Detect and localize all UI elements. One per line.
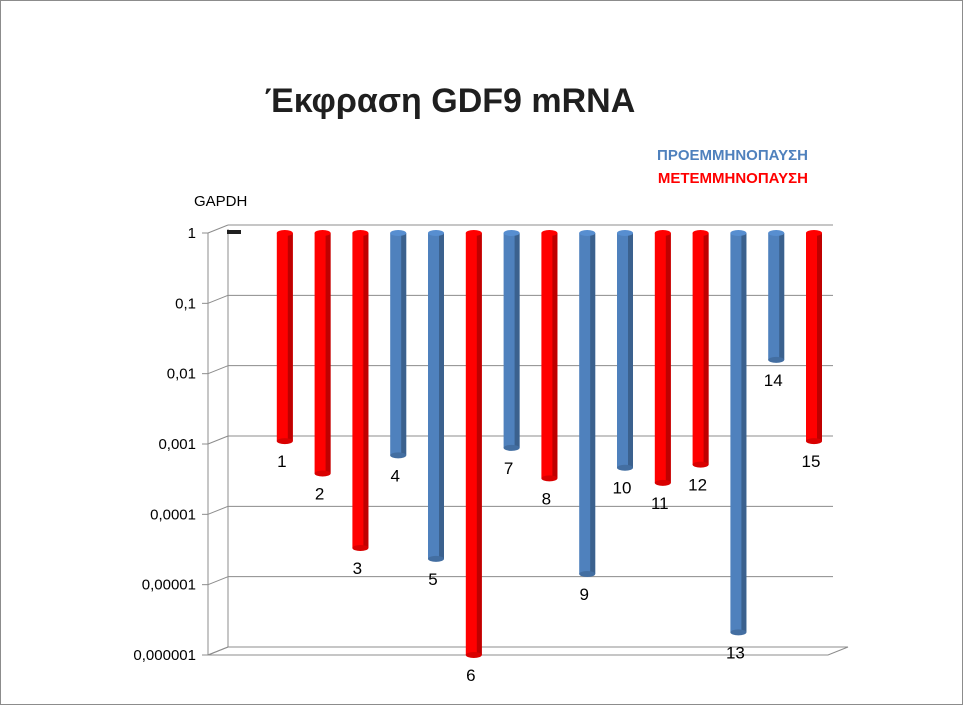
bar-end-15: [806, 438, 822, 445]
bar-side-6: [476, 233, 482, 655]
bar-label-1: 1: [277, 452, 286, 471]
gridline-side: [207, 365, 229, 375]
bar-layer: [227, 230, 822, 658]
bar-end-9: [579, 570, 596, 577]
legend-entry-postmenopause: ΜΕΤΕΜΜΗΝΟΠΑΥΣΗ: [658, 170, 808, 187]
bar-end-7: [503, 444, 520, 451]
y-tick-label: 0,00001: [142, 577, 196, 594]
bar-side-11: [665, 233, 671, 483]
gridline-side: [207, 576, 229, 586]
bar-label-10: 10: [613, 479, 632, 498]
bar-label-5: 5: [428, 570, 437, 589]
gridline-side: [207, 224, 229, 234]
bar-side-9: [590, 233, 596, 574]
bar-cap-14: [768, 230, 785, 236]
bar-side-2: [325, 233, 331, 474]
bar-label-14: 14: [764, 371, 783, 390]
bar-end-14: [768, 356, 785, 363]
bar-end-1: [276, 438, 293, 445]
bar-cap-4: [390, 230, 407, 236]
bar-cap-1: [276, 230, 293, 236]
bar-reference: [227, 230, 241, 234]
bar-end-13: [730, 629, 747, 636]
bar-end-4: [390, 452, 407, 459]
bar-cap-13: [730, 230, 747, 236]
chart-floor: [207, 646, 849, 656]
bar-cap-3: [352, 230, 369, 236]
chart-title: Έκφραση GDF9 mRNA: [265, 82, 636, 120]
bar-cap-11: [654, 230, 671, 236]
y-tick-label: 0,001: [158, 436, 196, 453]
bar-label-7: 7: [504, 459, 513, 478]
bar-cap-10: [617, 230, 633, 236]
gridline-side: [207, 435, 229, 445]
bar-cap-8: [541, 230, 558, 236]
bar-side-10: [628, 233, 633, 468]
y-tick-label: 0,1: [175, 295, 196, 312]
bar-end-6: [465, 652, 482, 658]
gridline-side: [207, 294, 229, 304]
bar-side-8: [552, 233, 558, 479]
bar-cap-12: [692, 230, 709, 236]
y-tick-label: 0,0001: [150, 506, 196, 523]
bar-side-3: [363, 233, 369, 549]
bar-side-7: [514, 233, 520, 448]
bar-side-4: [401, 233, 407, 456]
legend-entry-premenopause: ΠΡΟΕΜΜΗΝΟΠΑΥΣΗ: [657, 147, 808, 164]
bar-cap-9: [579, 230, 596, 236]
bar-side-15: [817, 233, 822, 442]
bar-label-3: 3: [353, 559, 362, 578]
bar-end-8: [541, 475, 558, 482]
bar-end-10: [617, 464, 633, 471]
bar-label-4: 4: [390, 466, 399, 485]
bar-label-12: 12: [688, 476, 707, 495]
bar-cap-15: [806, 230, 822, 236]
bar-label-15: 15: [802, 452, 821, 471]
bar-label-2: 2: [315, 485, 324, 504]
bar-side-5: [439, 233, 444, 559]
y-tick-label: 0,01: [167, 366, 196, 383]
bar-side-1: [287, 233, 293, 442]
y-tick-label: 1: [188, 225, 196, 242]
bar-cap-5: [428, 230, 444, 236]
bar-side-14: [779, 233, 785, 360]
y-tick-label: 0,000001: [133, 647, 196, 664]
bar-end-11: [654, 479, 671, 486]
bar-end-2: [314, 470, 331, 477]
bar-label-6: 6: [466, 666, 475, 685]
bar-end-5: [428, 555, 444, 562]
bar-cap-7: [503, 230, 520, 236]
bar-label-11: 11: [651, 494, 669, 513]
bar-cap-6: [465, 230, 482, 236]
bar-side-13: [741, 233, 747, 633]
y-axis-label: GAPDH: [194, 193, 247, 210]
bar-label-9: 9: [579, 585, 588, 604]
axis-layer: 1 0,1 0,01 0,001 0,0001 0,00001 0,000001: [133, 225, 849, 664]
bar-end-3: [352, 545, 369, 552]
bar-cap-2: [314, 230, 331, 236]
bar-end-12: [692, 461, 709, 468]
bar-label-13: 13: [726, 643, 745, 662]
gridline-side: [207, 505, 229, 515]
bar-side-12: [703, 233, 709, 465]
bar-label-8: 8: [542, 489, 551, 508]
